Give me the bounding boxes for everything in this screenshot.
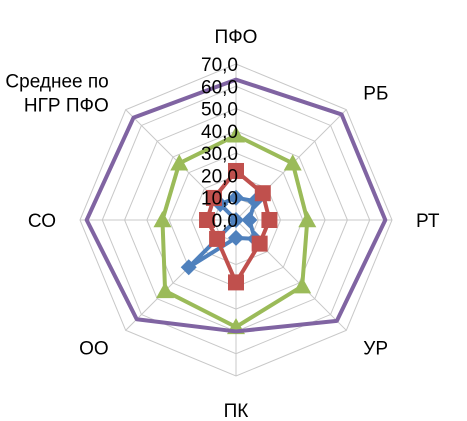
tick-labels: 0,010,020,030,040,050,060,070,0: [201, 55, 238, 232]
tick-label: 20,0: [201, 166, 238, 187]
tick-label: 0,0: [212, 211, 238, 232]
data-point: [228, 229, 244, 246]
series: [199, 162, 278, 291]
category-label-line: ПФО: [215, 27, 258, 48]
data-point: [241, 212, 258, 228]
category-label: СО: [28, 211, 56, 232]
category-labels: ПФО РБ РТ УР ПК ОО СО Среднее по НГР ПФО: [5, 27, 439, 421]
data-point: [209, 230, 226, 247]
data-point: [180, 259, 197, 276]
data-point: [228, 274, 244, 291]
category-label-line: ПК: [224, 401, 249, 421]
tick-label: 30,0: [201, 144, 238, 165]
data-point: [170, 154, 189, 171]
category-label: ОО: [79, 338, 109, 359]
series: [153, 126, 317, 335]
category-label: ПФО: [215, 27, 258, 48]
category-label-line: РБ: [363, 84, 388, 105]
data-point: [205, 189, 222, 206]
tick-label: 60,0: [201, 77, 238, 98]
data-point: [153, 211, 172, 228]
data-point: [227, 126, 245, 143]
data-point: [283, 154, 302, 171]
category-label-line: ОО: [79, 338, 109, 359]
data-point: [228, 189, 244, 206]
data-point: [254, 185, 271, 202]
category-label-line: УР: [363, 338, 388, 359]
data-point: [298, 211, 317, 228]
category-label-line: СО: [28, 211, 56, 232]
tick-label: 50,0: [201, 100, 238, 121]
tick-label: 40,0: [201, 122, 238, 143]
data-point: [251, 235, 268, 252]
series-line: [84, 77, 388, 334]
category-label-line: НГР ПФО: [24, 96, 109, 117]
data-point: [228, 162, 244, 179]
category-label-line: Среднее по: [5, 72, 108, 93]
series: [84, 77, 388, 334]
data-point: [199, 212, 216, 228]
data-point: [156, 281, 175, 299]
category-label: ПК: [224, 401, 249, 421]
category-label: РБ: [363, 84, 388, 105]
category-label: УР: [363, 338, 388, 359]
data-point: [293, 277, 312, 294]
category-label: Среднее по НГР ПФО: [5, 72, 108, 117]
series: [180, 189, 263, 276]
category-label-line: РТ: [416, 211, 440, 232]
tick-label: 10,0: [201, 189, 238, 210]
tick-label: 70,0: [201, 55, 238, 76]
series-layer: [84, 77, 388, 335]
category-label: РТ: [416, 211, 440, 232]
data-point: [261, 212, 278, 228]
data-point: [228, 212, 244, 228]
